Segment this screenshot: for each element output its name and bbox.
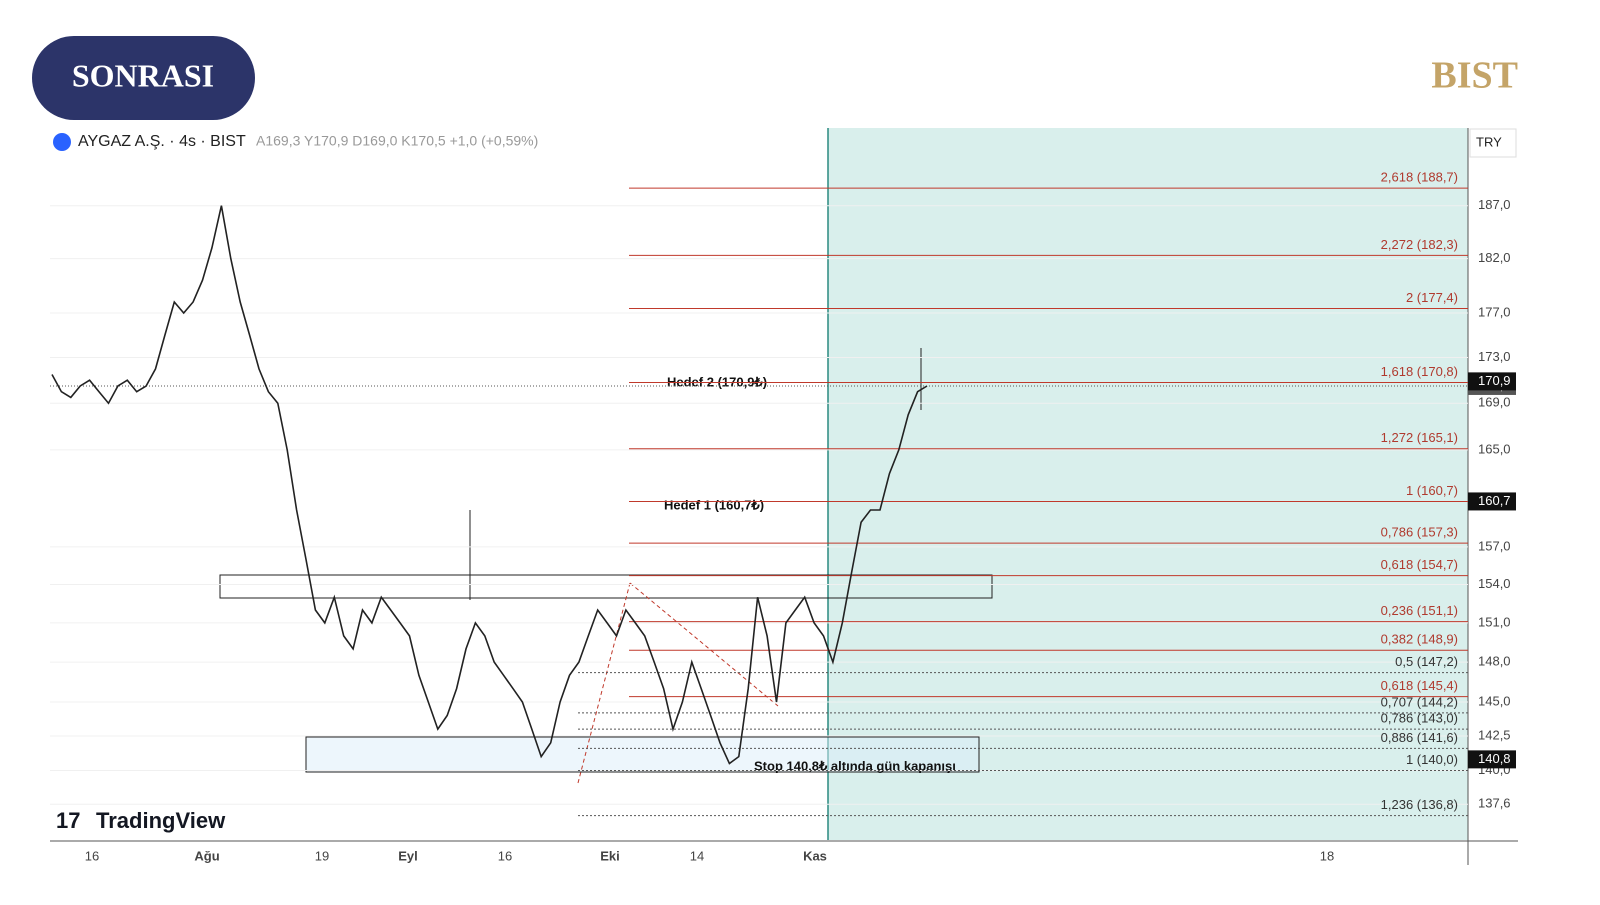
annotation: Hedef 1 (160,7₺) bbox=[664, 497, 764, 512]
badge bbox=[32, 36, 255, 120]
symbol-icon bbox=[53, 133, 71, 151]
currency: TRY bbox=[1476, 134, 1502, 149]
y-tick-label: 187,0 bbox=[1478, 197, 1511, 212]
symbol-name: AYGAZ A.Ş. · 4s · BIST bbox=[78, 133, 246, 150]
price-badge bbox=[1468, 750, 1516, 769]
y-tick-label: 173,0 bbox=[1478, 349, 1511, 364]
x-tick-label: Kas bbox=[803, 848, 827, 863]
y-tick-label: 154,0 bbox=[1478, 576, 1511, 591]
brand: BIST bbox=[1431, 55, 1518, 97]
fib-label: 1,272 (165,1) bbox=[1381, 430, 1458, 445]
y-tick-label: 145,0 bbox=[1478, 693, 1511, 708]
fib-label: 0,236 (151,1) bbox=[1381, 603, 1458, 618]
y-tick-label: 137,6 bbox=[1478, 796, 1511, 811]
projection-area bbox=[828, 128, 1468, 840]
x-tick-label: 16 bbox=[498, 848, 512, 863]
watermark-logo: 17 bbox=[56, 808, 80, 833]
currency-box bbox=[1469, 128, 1517, 158]
x-tick-label: Eki bbox=[600, 848, 620, 863]
fib-label: 0,786 (143,0) bbox=[1381, 711, 1458, 726]
resistance-box bbox=[219, 574, 993, 599]
fib-label: 2 (177,4) bbox=[1406, 290, 1458, 305]
fib-label: 1,618 (170,8) bbox=[1381, 364, 1458, 379]
price-badge bbox=[1468, 372, 1516, 391]
y-tick-label: 169,0 bbox=[1478, 395, 1511, 410]
watermark: TradingView bbox=[96, 808, 226, 833]
y-tick-label: 148,0 bbox=[1478, 654, 1511, 669]
fib-label: 2,272 (182,3) bbox=[1381, 237, 1458, 252]
fib-label: 0,707 (144,2) bbox=[1381, 694, 1458, 709]
fib-label: 2,618 (188,7) bbox=[1381, 170, 1458, 185]
y-tick-label: 177,0 bbox=[1478, 304, 1511, 319]
y-tick-label: 165,0 bbox=[1478, 441, 1511, 456]
y-tick-label: 142,5 bbox=[1478, 727, 1511, 742]
y-tick-label: 182,0 bbox=[1478, 250, 1511, 265]
price-line bbox=[51, 205, 928, 765]
fib-label: 0,382 (148,9) bbox=[1381, 632, 1458, 647]
fib-label: 0,886 (141,6) bbox=[1381, 730, 1458, 745]
support-box bbox=[305, 736, 980, 773]
fib-label: 1 (140,0) bbox=[1406, 752, 1458, 767]
x-tick-label: Eyl bbox=[398, 848, 418, 863]
fib-label: 0,618 (154,7) bbox=[1381, 557, 1458, 572]
y-tick-label: 151,0 bbox=[1478, 614, 1511, 629]
ohlc: A169,3 Y170,9 D169,0 K170,5 +1,0 (+0,59%… bbox=[256, 133, 538, 149]
fib-label: 1 (160,7) bbox=[1406, 483, 1458, 498]
price-badge-text: 160,7 bbox=[1478, 493, 1511, 508]
price-badge-text: 140,8 bbox=[1478, 751, 1511, 766]
x-tick-label: 16 bbox=[85, 848, 99, 863]
fib-label: 0,786 (157,3) bbox=[1381, 525, 1458, 540]
y-tick-label: 157,0 bbox=[1478, 538, 1511, 553]
annotation: Stop 140,8₺ altında gün kapanışı bbox=[754, 758, 956, 773]
price-badge-text: 170,9 bbox=[1478, 373, 1511, 388]
x-tick-label: 19 bbox=[315, 848, 329, 863]
fib-label: 0,5 (147,2) bbox=[1395, 654, 1458, 669]
fib-label: 0,618 (145,4) bbox=[1381, 678, 1458, 693]
badge-text: SONRASI bbox=[72, 57, 214, 93]
fib-label: 1,236 (136,8) bbox=[1381, 797, 1458, 812]
annotation: Hedef 2 (170,9₺) bbox=[667, 374, 767, 389]
x-tick-label: Ağu bbox=[194, 848, 219, 863]
x-tick-label: 14 bbox=[690, 848, 704, 863]
x-tick-label: 18 bbox=[1320, 848, 1334, 863]
price-badge bbox=[1468, 492, 1516, 511]
